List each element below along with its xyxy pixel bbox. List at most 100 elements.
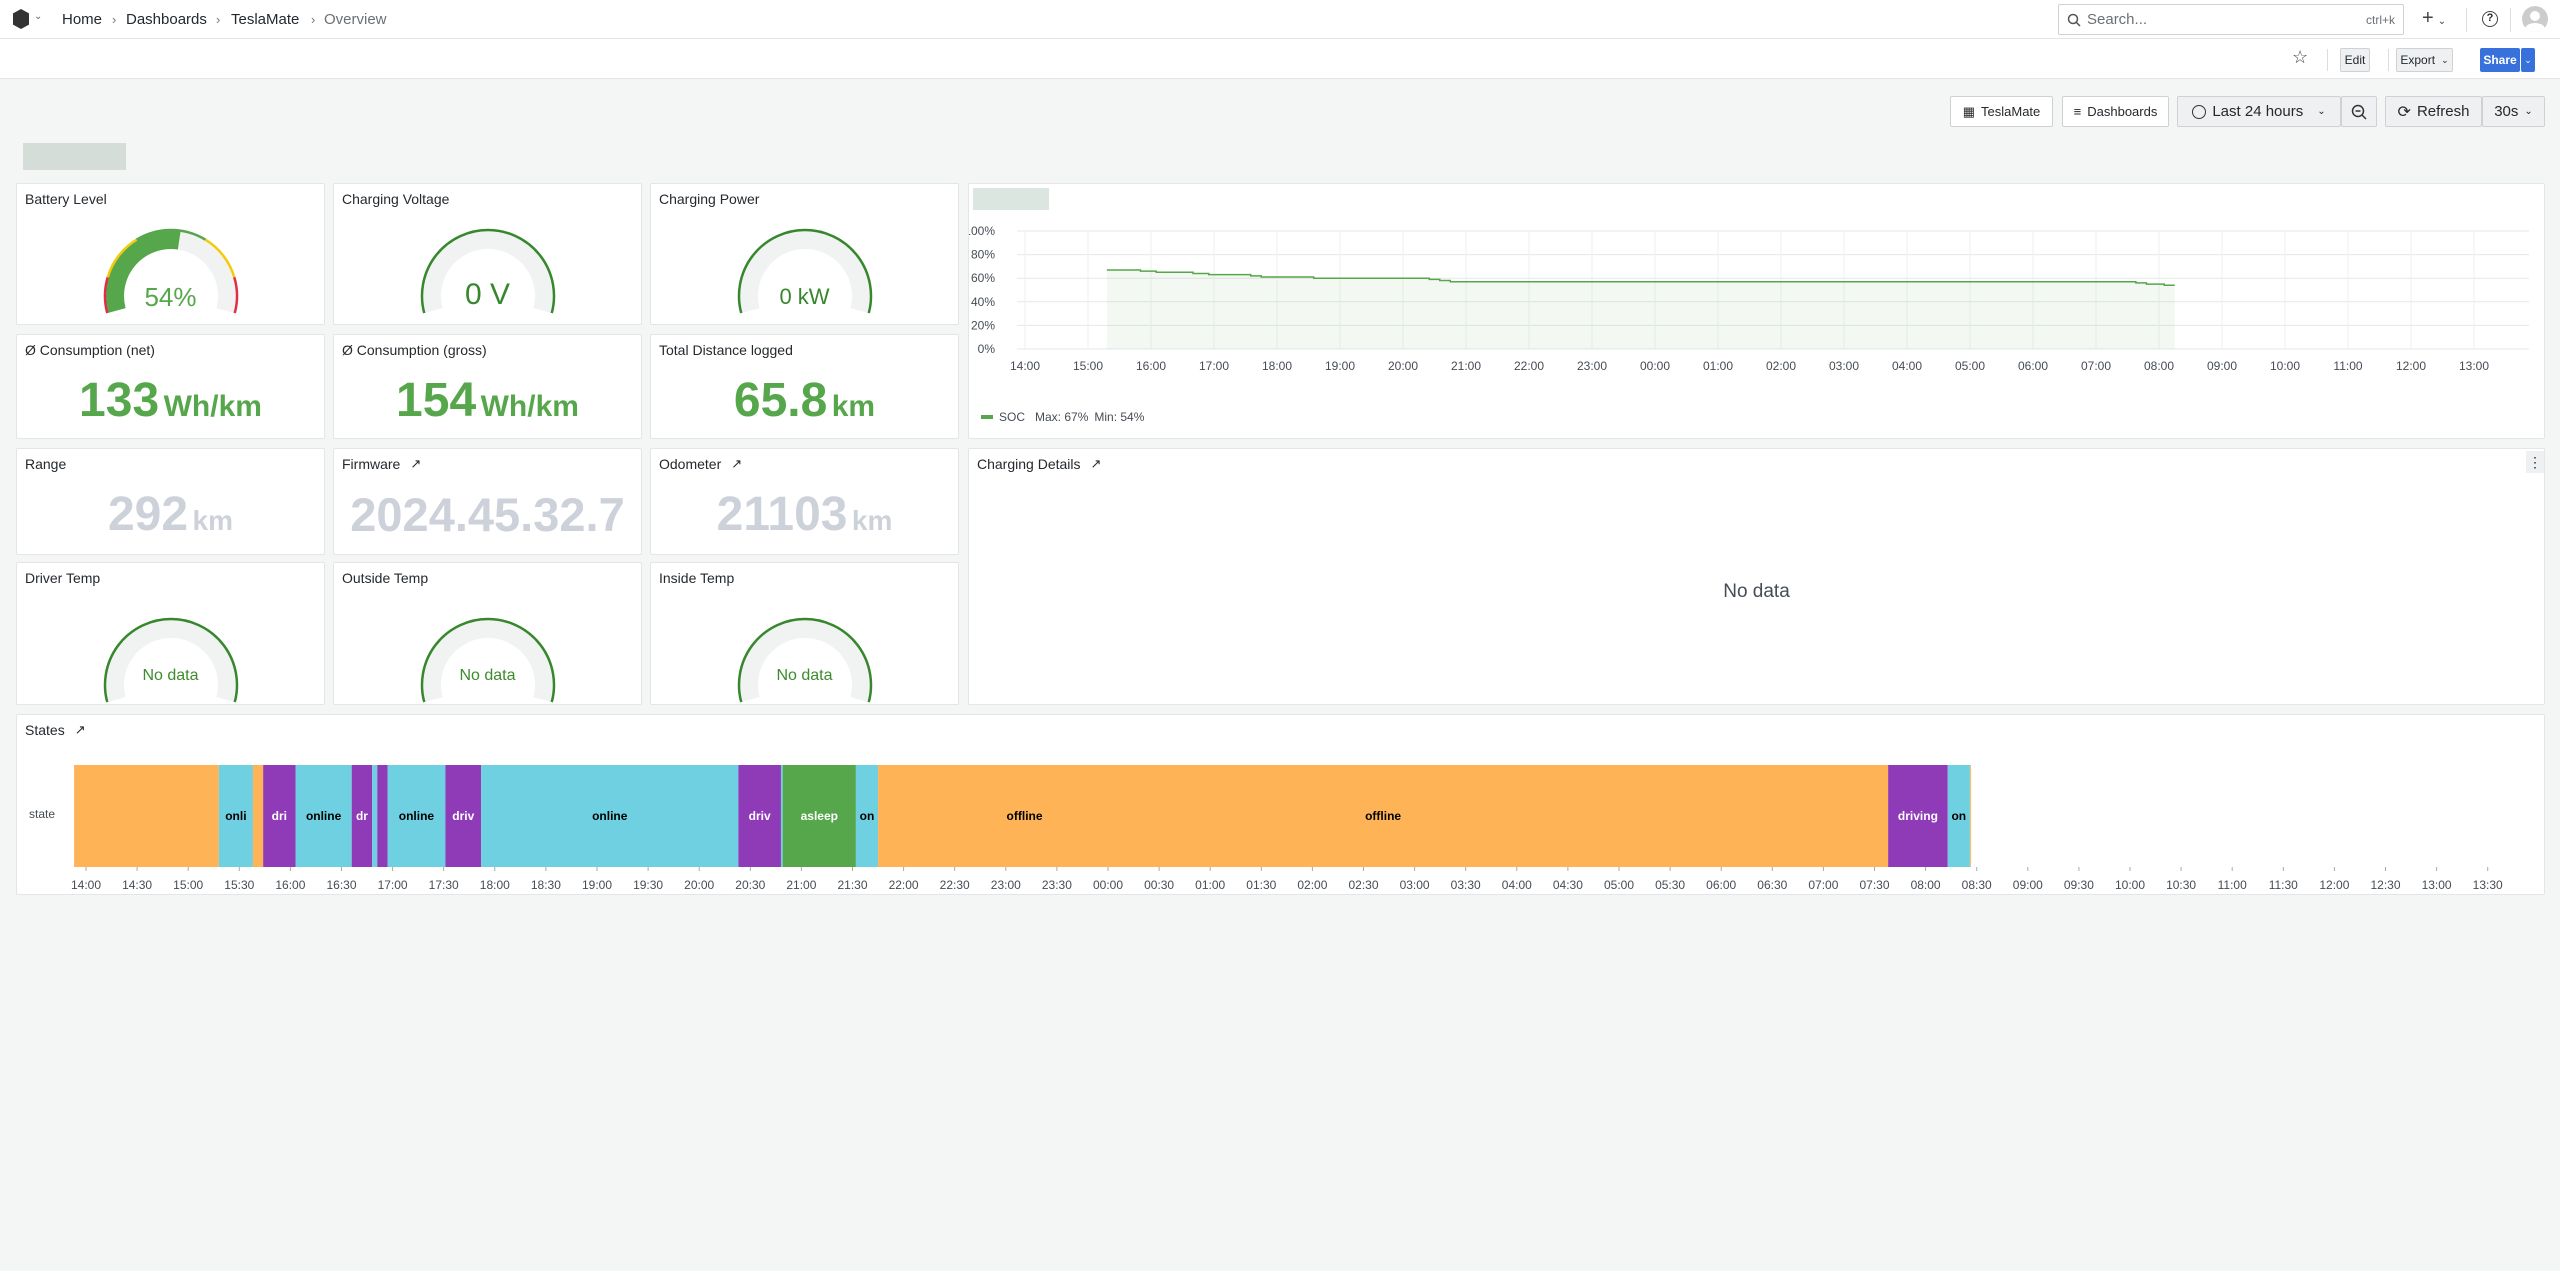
stat-unit: km [831,390,876,423]
legend-max: Max: 67% [1035,410,1089,424]
breadcrumb-teslamate[interactable]: TeslaMate [231,11,300,28]
x-tick-label: 23:00 [991,878,1021,892]
voltage-value: 0 V [464,278,511,311]
gauge-threshold-arc [103,276,109,314]
battery-level-panel: Battery Level 54% [16,183,325,325]
state-segment-offline [74,765,219,867]
breadcrumb-separator: › [112,12,117,27]
x-tick-label: 16:00 [275,878,305,892]
x-tick-label: 16:00 [1136,359,1166,373]
external-link-icon[interactable]: ↗ [731,456,743,471]
user-avatar[interactable] [2522,6,2548,32]
zoom-out-button[interactable] [2341,96,2377,127]
stat-value: 21103 [716,488,848,541]
state-label: dri [272,809,287,823]
state-timeline[interactable]: onli dri online dr online driv online driv aslee… [17,715,2546,896]
state-segment-online [780,765,783,867]
x-tick-label: 01:00 [1195,878,1225,892]
export-button[interactable]: Export ⌄ [2396,48,2453,72]
panel-title: Firmware [342,456,401,472]
breadcrumb-home[interactable]: Home [62,11,103,28]
state-segment-offline [1969,765,1971,867]
panel-title: Charging Voltage [342,191,450,207]
grafana-logo-icon[interactable] [13,9,29,29]
time-range-label: Last 24 hours [2212,103,2304,120]
x-tick-label: 21:30 [837,878,867,892]
x-tick-label: 12:00 [2319,878,2349,892]
state-label: dr [356,809,368,823]
help-icon[interactable]: ? [2482,11,2498,27]
dashboards-link-button[interactable]: ≡ Dashboards [2062,96,2169,127]
x-tick-label: 05:00 [1955,359,1985,373]
x-tick-label: 14:30 [122,878,152,892]
gauge-threshold-arc [135,228,207,241]
x-tick-label: 03:30 [1451,878,1481,892]
star-icon[interactable]: ☆ [2292,47,2309,67]
outside-temp-panel: Outside Temp No data [333,562,642,705]
x-tick-label: 00:00 [1093,878,1123,892]
breadcrumb-current: Overview [324,11,387,28]
x-tick-label: 04:30 [1553,878,1583,892]
teslamate-link-button[interactable]: ▦ TeslaMate [1950,96,2053,127]
gauge-value-arc [106,231,181,313]
panel-title: Driver Temp [25,570,101,586]
chevron-down-icon: ⌄ [2317,106,2326,117]
chevron-down-icon: ⌄ [2524,106,2533,117]
state-label: on [1951,809,1966,823]
chart-legend[interactable]: SOC Max: 67% Min: 54% [981,410,1144,424]
stat-value: 154 [396,374,477,427]
stat-value: 65.8 [733,374,828,427]
share-button[interactable]: Share [2480,48,2520,72]
x-tick-label: 17:00 [1199,359,1229,373]
refresh-button[interactable]: ⟳ Refresh [2385,96,2482,127]
state-segment-online [481,765,739,867]
range-panel: Range 292 km [16,448,325,555]
x-tick-label: 06:00 [1706,878,1736,892]
search-shortcut: ctrl+k [2365,12,2395,27]
chevron-down-icon[interactable]: ⌄ [34,11,43,22]
refresh-interval-label: 30s [2494,103,2519,120]
state-label: asleep [801,809,838,823]
total-distance-panel: Total Distance logged 65.8 km [650,334,959,439]
share-dropdown-button[interactable]: ⌄ [2521,48,2535,72]
refresh-interval-picker[interactable]: 30s ⌄ [2482,96,2545,127]
x-tick-label: 06:00 [2018,359,2048,373]
search-input[interactable]: Search... ctrl+k [2058,4,2404,35]
x-tick-label: 03:00 [1400,878,1430,892]
zoom-out-icon [2351,104,2367,120]
x-tick-label: 10:00 [2270,359,2300,373]
state-segment-offline [252,765,264,867]
breadcrumb-dashboards[interactable]: Dashboards [126,11,207,28]
gauge-track [423,231,553,313]
x-tick-label: 22:30 [940,878,970,892]
state-segment-online [387,765,446,867]
driver-temp-panel: Driver Temp No data [16,562,325,705]
soc-area [1106,269,2175,349]
external-link-icon[interactable]: ↗ [410,456,422,471]
time-range-picker[interactable]: Last 24 hours ⌄ [2177,96,2341,127]
soc-line [1106,269,2175,287]
panel-title: States [25,722,65,738]
edit-button[interactable]: Edit [2340,48,2370,72]
state-label: driv [452,809,474,823]
add-new-button[interactable]: + ⌄ [2422,7,2447,29]
external-link-icon[interactable]: ↗ [1090,456,1102,471]
state-label: on [860,809,875,823]
y-tick-label: 0% [978,342,996,356]
x-tick-label: 18:00 [480,878,510,892]
external-link-icon[interactable]: ↗ [74,722,86,737]
state-segment-online [295,765,352,867]
search-icon [2067,13,2081,27]
y-tick-label: 100% [969,224,995,238]
legend-min: Min: 54% [1094,410,1145,424]
stat-unit: km [851,505,893,536]
x-tick-label: 16:30 [326,878,356,892]
search-placeholder: Search... [2087,11,2148,28]
panel-title: Charging Details [977,456,1081,472]
x-tick-label: 10:00 [2115,878,2145,892]
panel-menu-icon[interactable]: ⋮ [2526,451,2544,473]
soc-line-chart[interactable]: 0% 20% 40% 60% 80% 100% 14:00 15:00 16:00 17:00 18… [969,184,2546,440]
x-tick-label: 10:30 [2166,878,2196,892]
x-tick-label: 11:30 [2269,878,2298,892]
driver-temp-gauge [103,617,239,703]
